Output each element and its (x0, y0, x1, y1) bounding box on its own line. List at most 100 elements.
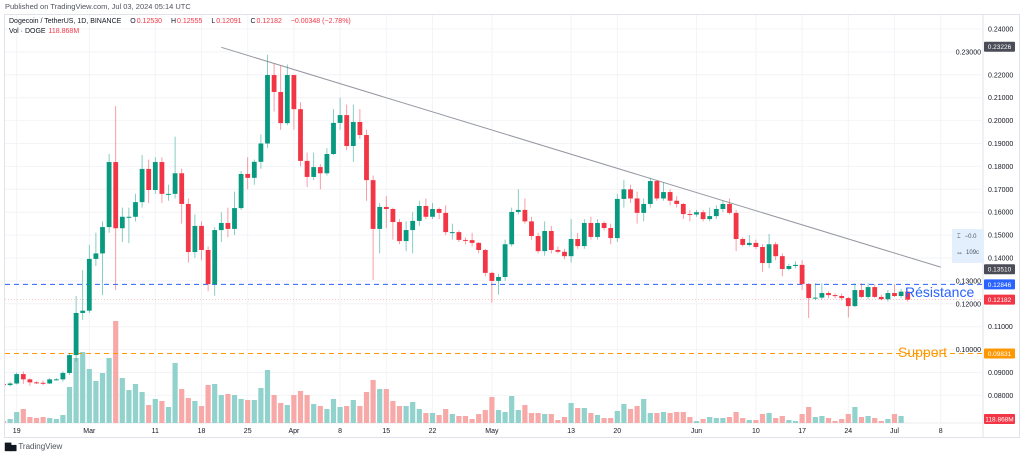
volume-bar (297, 391, 304, 423)
volume-bar (845, 414, 851, 423)
volume-bar (608, 418, 614, 423)
symbol-legend[interactable]: Dogecoin / TetherUS, 1D, BINANCE O0.1253… (9, 17, 352, 37)
candle-body (410, 220, 416, 231)
volume-value: 118.868M (48, 28, 80, 35)
candle-body (496, 277, 501, 281)
volume-bar (522, 405, 528, 423)
volume-bar (284, 405, 290, 423)
candle-body (555, 249, 561, 252)
candle-body (746, 242, 752, 245)
candle-body (905, 291, 911, 300)
candle-body (839, 296, 845, 299)
candle-body (86, 258, 92, 311)
resistance-label[interactable]: Résistance (905, 284, 975, 301)
y-tick-label: 0.16000 (988, 210, 1013, 217)
candle-body (575, 238, 581, 247)
volume-bar (330, 399, 337, 423)
candle-body (832, 295, 838, 297)
low-label: L (211, 18, 216, 25)
candle-body (152, 162, 158, 190)
y-tick-label: 0.15000 (988, 233, 1013, 240)
x-tick-label: 10 (752, 428, 760, 435)
candle-body (80, 310, 86, 313)
x-tick-label: Apr (288, 428, 300, 435)
candle-body (20, 374, 26, 380)
volume-bar (667, 413, 673, 423)
high-value: 0.12555 (177, 18, 203, 25)
y-tick-label: 0.11000 (988, 324, 1013, 331)
candle-body (608, 228, 614, 239)
volume-bar (799, 414, 805, 423)
volume-bar (852, 407, 858, 423)
candle-body (370, 180, 376, 229)
candle-body (707, 216, 713, 220)
support-label[interactable]: Support (898, 344, 948, 361)
volume-badge-bg (984, 414, 1015, 424)
x-tick-label: 8 (939, 428, 943, 435)
candle-body (331, 122, 336, 155)
candle-body (760, 247, 765, 264)
volume-bar (654, 413, 660, 423)
volume-bar (218, 395, 224, 423)
width-icon: ⇿ (957, 250, 963, 257)
volume-bar (482, 410, 488, 423)
y-tick-label: 0.18000 (988, 164, 1013, 171)
volume-bar (865, 416, 871, 423)
y-tick-label: 0.12000 (956, 301, 981, 308)
volume-bar (99, 373, 106, 423)
candle-body (588, 222, 594, 237)
candle-body (350, 121, 356, 147)
volume-bar (377, 389, 383, 423)
volume-bar (720, 418, 726, 423)
candle-body (291, 75, 297, 110)
volume-bar (476, 414, 482, 423)
candle-body (245, 173, 251, 178)
candle-body (845, 298, 851, 307)
x-tick-label: 24 (844, 428, 852, 435)
trendline-layer[interactable] (221, 46, 941, 268)
tradingview-footer[interactable]: ▇▅ TradingView (5, 442, 62, 451)
volume-bar (469, 419, 475, 423)
volume-bar (535, 413, 541, 423)
candle-body (826, 293, 831, 296)
volume-bar (60, 415, 66, 423)
support-badge: 0.09831 (988, 351, 1012, 358)
volume-bar (27, 417, 33, 423)
candle-body (601, 222, 607, 229)
candle-body (251, 161, 257, 178)
candle-body (595, 222, 600, 237)
measure-tooltip: ⌶ −0.0 ⇿ 109c (952, 229, 984, 263)
volume-bar (93, 381, 99, 423)
volume-bar (7, 419, 13, 423)
volume-bar (390, 401, 396, 423)
volume-bar (126, 390, 132, 423)
candle-body (476, 242, 482, 250)
candle-body (324, 154, 330, 174)
candle-body (390, 208, 396, 223)
resistance-badge: 0.12846 (988, 282, 1012, 289)
candle-body (53, 379, 59, 381)
candle-body (133, 202, 138, 217)
volume-bar (839, 419, 845, 423)
volume-bar (621, 404, 627, 423)
volume-bar (509, 396, 515, 423)
volume-bar (515, 410, 521, 423)
price-badge: 0.13510 (988, 267, 1012, 274)
volume-bar (766, 413, 772, 423)
volume-bar (528, 413, 535, 423)
volume-bar (489, 397, 495, 423)
candle-body (60, 372, 66, 380)
tradingview-logo-icon: ▇▅ (5, 442, 16, 451)
volume-bar (753, 420, 759, 423)
volume-bar (53, 419, 59, 423)
volume-bar (132, 384, 139, 423)
candle-body (634, 198, 640, 213)
volume-bar (192, 401, 198, 423)
candle-body (482, 249, 488, 273)
volume-bar (33, 418, 40, 423)
x-tick-label: 13 (567, 428, 575, 435)
horizontal-lines[interactable] (5, 283, 983, 354)
resistance-badge-bg (984, 279, 1015, 290)
volume-bar (456, 416, 462, 423)
